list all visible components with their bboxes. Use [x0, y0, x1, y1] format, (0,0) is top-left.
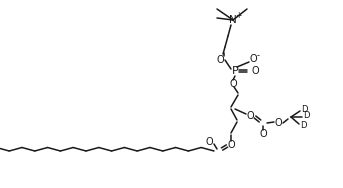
Text: O: O	[227, 140, 235, 150]
Text: O: O	[216, 55, 224, 65]
Text: O: O	[229, 79, 237, 89]
Text: -: -	[257, 52, 260, 61]
Text: N: N	[229, 15, 237, 25]
Text: O: O	[259, 129, 267, 139]
Text: O: O	[249, 54, 257, 64]
Text: D: D	[301, 105, 307, 114]
Text: O: O	[205, 137, 213, 147]
Text: +: +	[235, 11, 241, 20]
Text: D: D	[300, 121, 306, 130]
Text: O: O	[246, 111, 254, 121]
Text: O: O	[251, 66, 259, 76]
Text: D: D	[303, 111, 309, 121]
Text: O: O	[274, 118, 282, 128]
Text: P: P	[232, 66, 238, 76]
